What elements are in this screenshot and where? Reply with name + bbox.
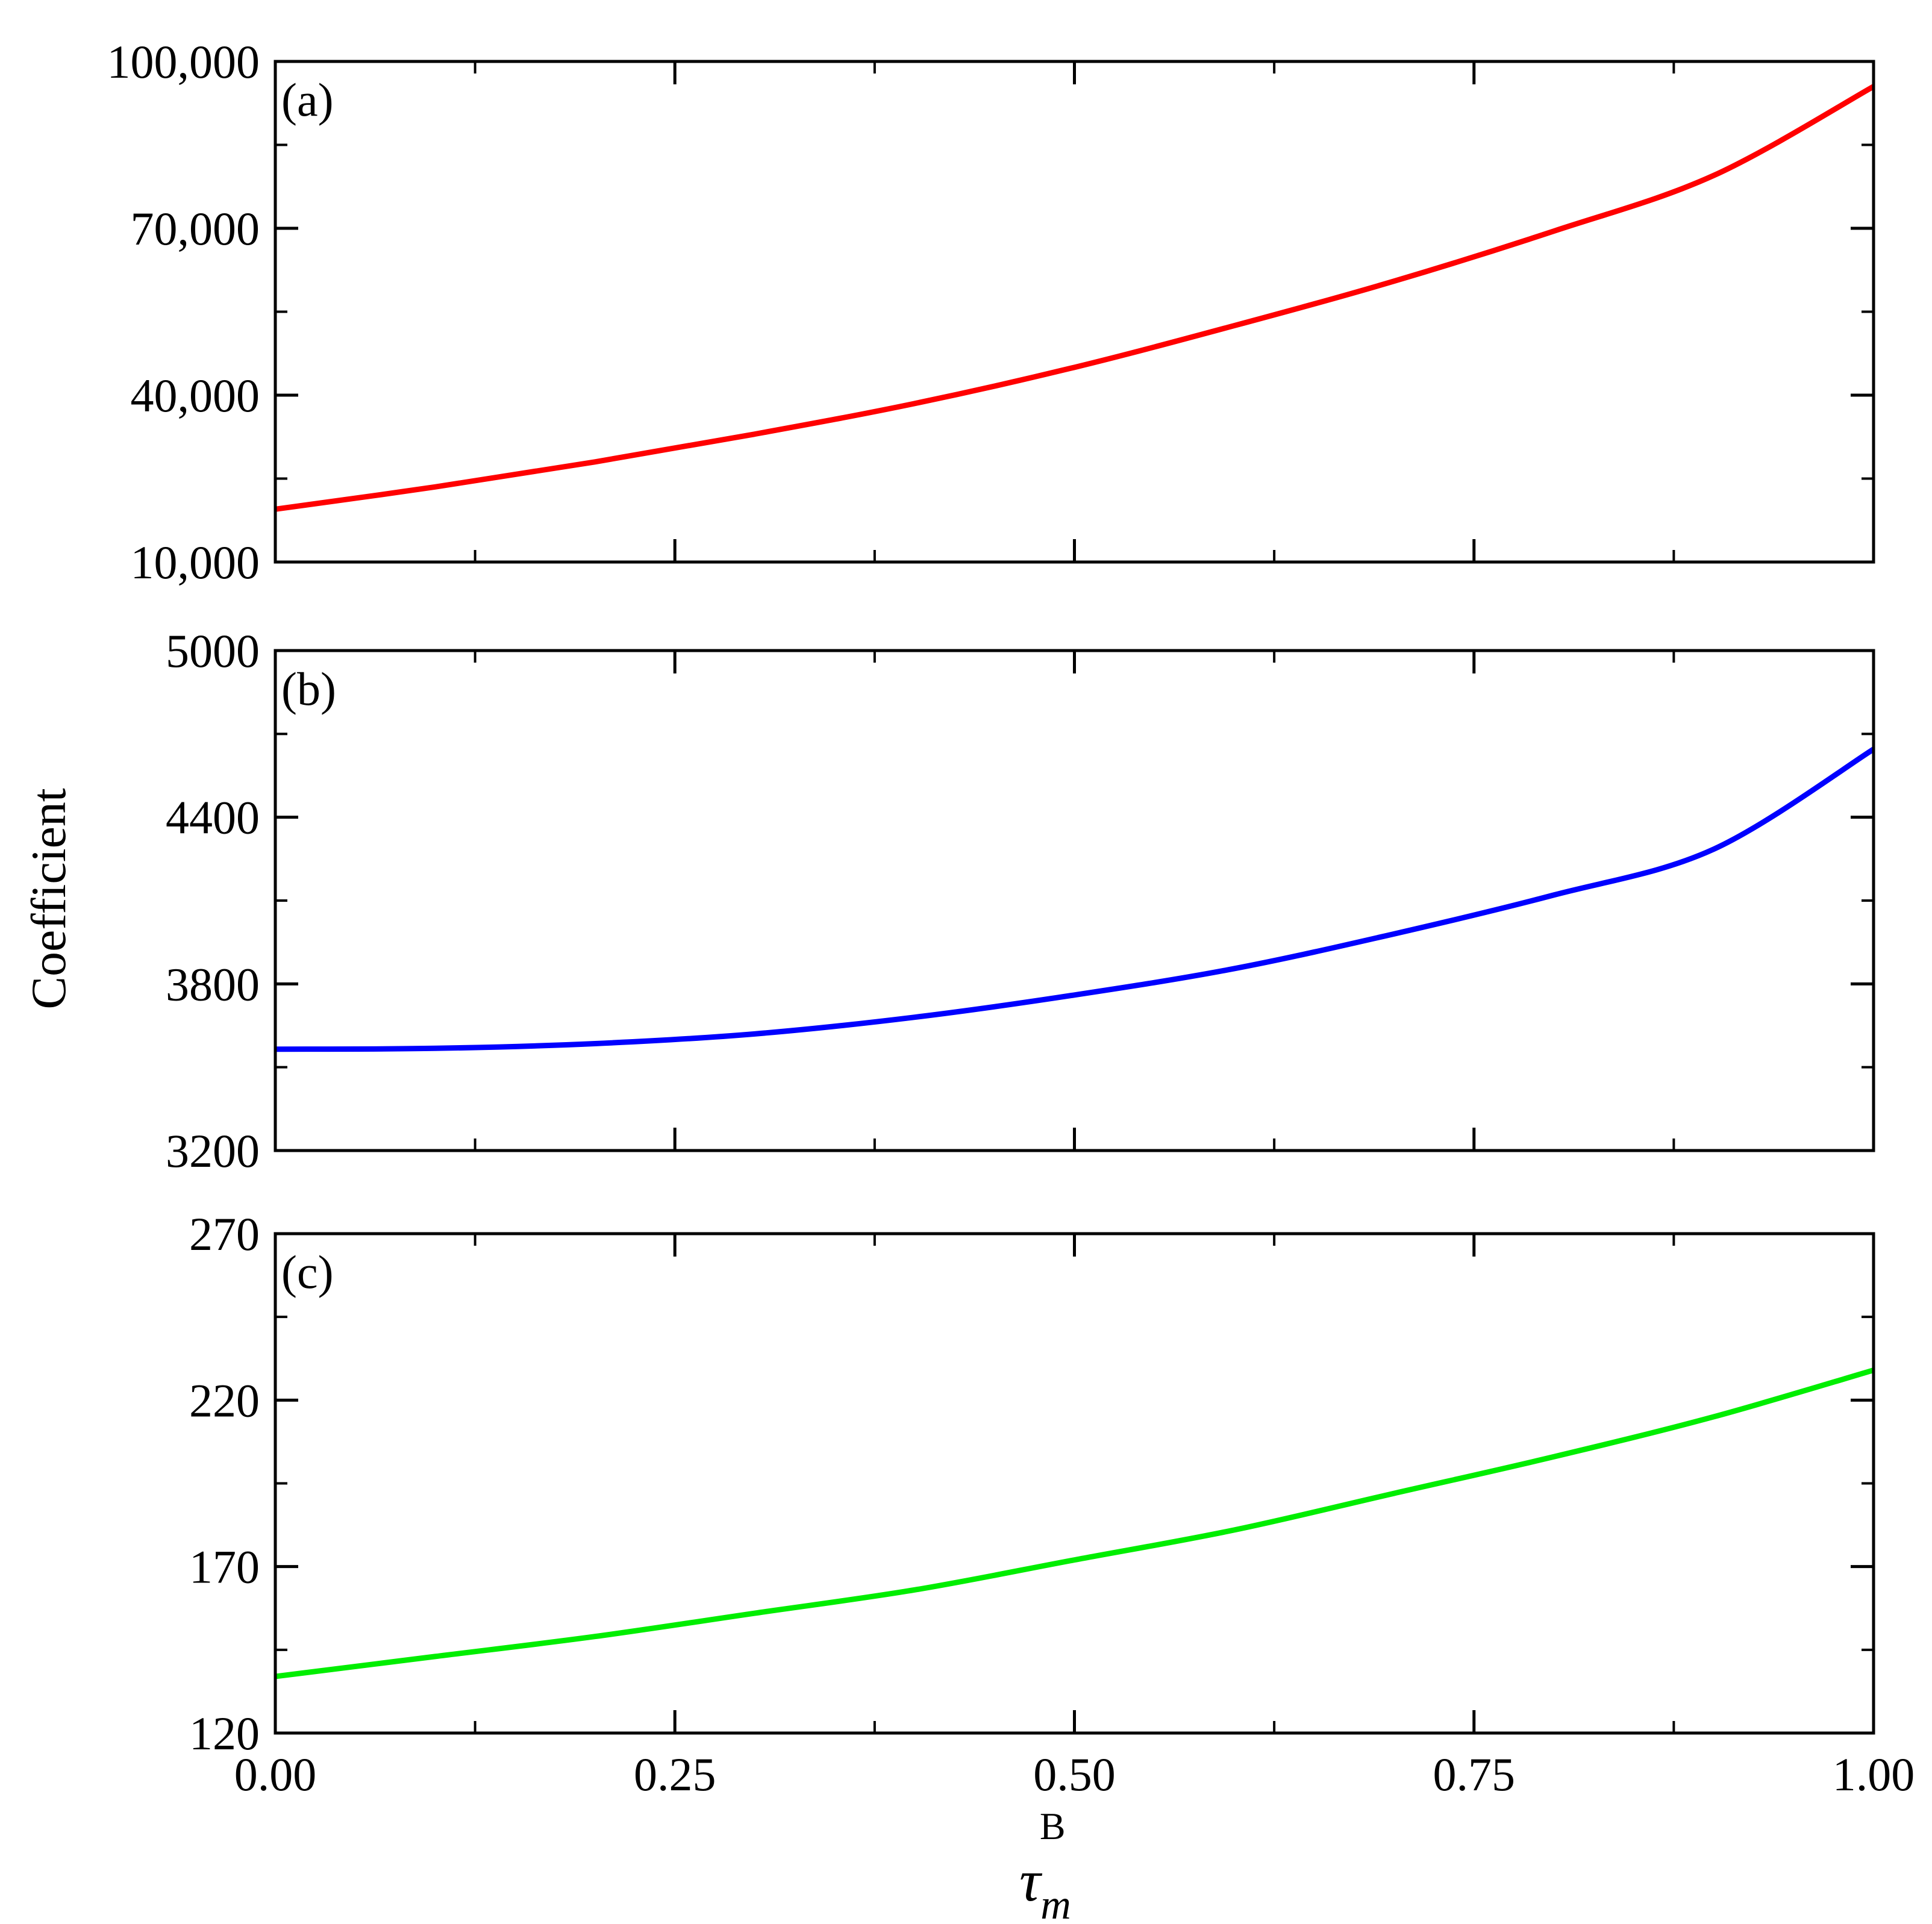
y-tick-label: 270: [189, 1208, 260, 1260]
y-tick-label: 40,000: [131, 369, 260, 422]
x-tick-label: 0.75: [1433, 1748, 1516, 1801]
plot-frame: [274, 1232, 1875, 1735]
panel-a: 10,000 40,000 70,000 100,000 (a): [107, 36, 1875, 589]
y-tick-label: 10,000: [131, 536, 260, 589]
y-tick-label: 3200: [166, 1125, 260, 1177]
plot-frame: [274, 649, 1875, 1152]
series-line: [275, 1367, 1875, 1679]
y-tick-label: 100,000: [107, 36, 260, 88]
y-tick-label: 120: [189, 1707, 260, 1760]
y-tick-label: 5000: [166, 625, 260, 677]
panel-c: 120 170 220 270 (c) 0.00 0.25 0.50 0.75 1.00: [189, 1208, 1915, 1801]
panel-b: 3200 3800 4400 5000 (b): [166, 625, 1875, 1177]
y-axis-title: Coefficient: [21, 788, 76, 1010]
plot-frame: [274, 60, 1875, 564]
panel-label: (b): [281, 663, 336, 715]
x-tick-label: 0.00: [234, 1748, 317, 1801]
y-tick-label: 4400: [166, 792, 260, 844]
y-tick-label: 170: [189, 1541, 260, 1593]
x-axis-title-main: τ: [1019, 1849, 1043, 1914]
x-tick-label: 0.25: [634, 1748, 716, 1801]
x-tick-label: 1.00: [1833, 1748, 1915, 1801]
x-axis-title-sub: m: [1040, 1882, 1071, 1924]
y-tick-label: 220: [189, 1374, 260, 1426]
x-tick-label: 0.50: [1033, 1748, 1116, 1801]
y-tick-label: 3800: [166, 958, 260, 1010]
panel-label: (c): [281, 1246, 334, 1298]
y-tick-label: 70,000: [131, 202, 260, 255]
series-line: [275, 746, 1875, 1052]
series-line: [275, 84, 1875, 512]
x-axis-title: τmB: [1019, 1805, 1071, 1924]
x-axis-title-sup: B: [1040, 1805, 1066, 1847]
panel-label: (a): [281, 73, 334, 126]
